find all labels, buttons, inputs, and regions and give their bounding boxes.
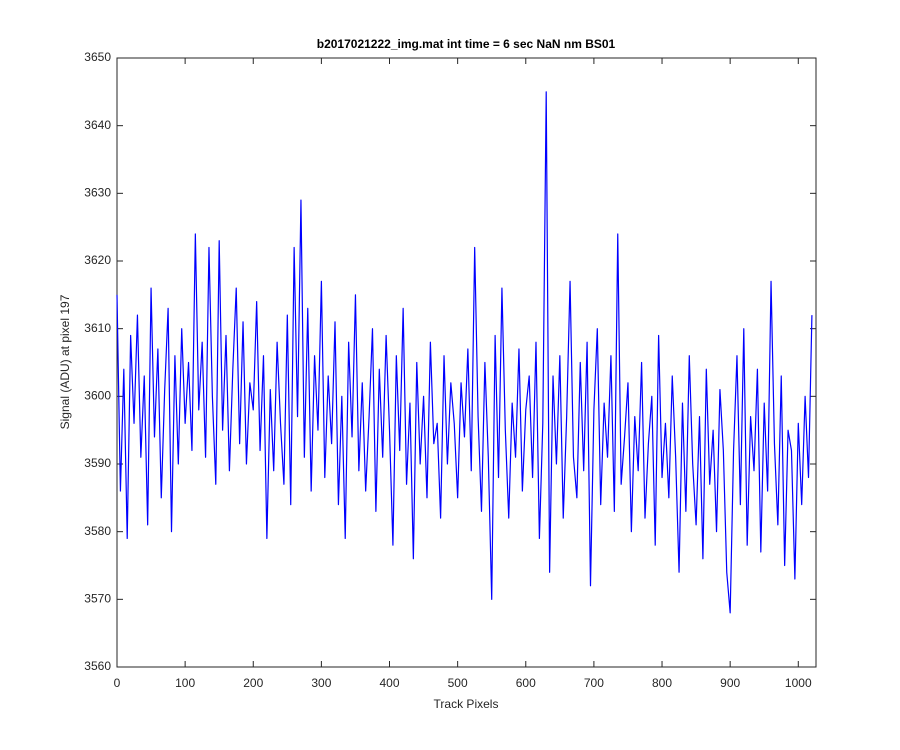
x-tick-label: 300 <box>311 676 331 690</box>
x-tick-label: 500 <box>448 676 468 690</box>
y-tick-label: 3580 <box>84 524 111 538</box>
x-tick-label: 100 <box>175 676 195 690</box>
y-tick-label: 3610 <box>84 321 111 335</box>
x-tick-label: 1000 <box>785 676 812 690</box>
x-tick-label: 800 <box>652 676 672 690</box>
y-tick-label: 3570 <box>84 592 111 606</box>
x-tick-label: 900 <box>720 676 740 690</box>
x-tick-label: 700 <box>584 676 604 690</box>
plot-frame <box>116 57 817 668</box>
x-tick-label: 600 <box>516 676 536 690</box>
data-line <box>116 91 813 614</box>
y-tick-label: 3620 <box>84 253 111 267</box>
x-tick-label: 400 <box>379 676 399 690</box>
y-tick-label: 3590 <box>84 456 111 470</box>
y-tick-label: 3560 <box>84 659 111 673</box>
y-axis-label: Signal (ADU) at pixel 197 <box>58 294 72 429</box>
y-tick-label: 3630 <box>84 186 111 200</box>
y-tick-label: 3600 <box>84 389 111 403</box>
y-tick-label: 3640 <box>84 118 111 132</box>
x-tick-label: 200 <box>243 676 263 690</box>
y-tick-label: 3650 <box>84 50 111 64</box>
x-tick-label: 0 <box>114 676 121 690</box>
chart-title: b2017021222_img.mat int time = 6 sec NaN… <box>317 37 616 51</box>
x-axis-label: Track Pixels <box>434 697 499 711</box>
